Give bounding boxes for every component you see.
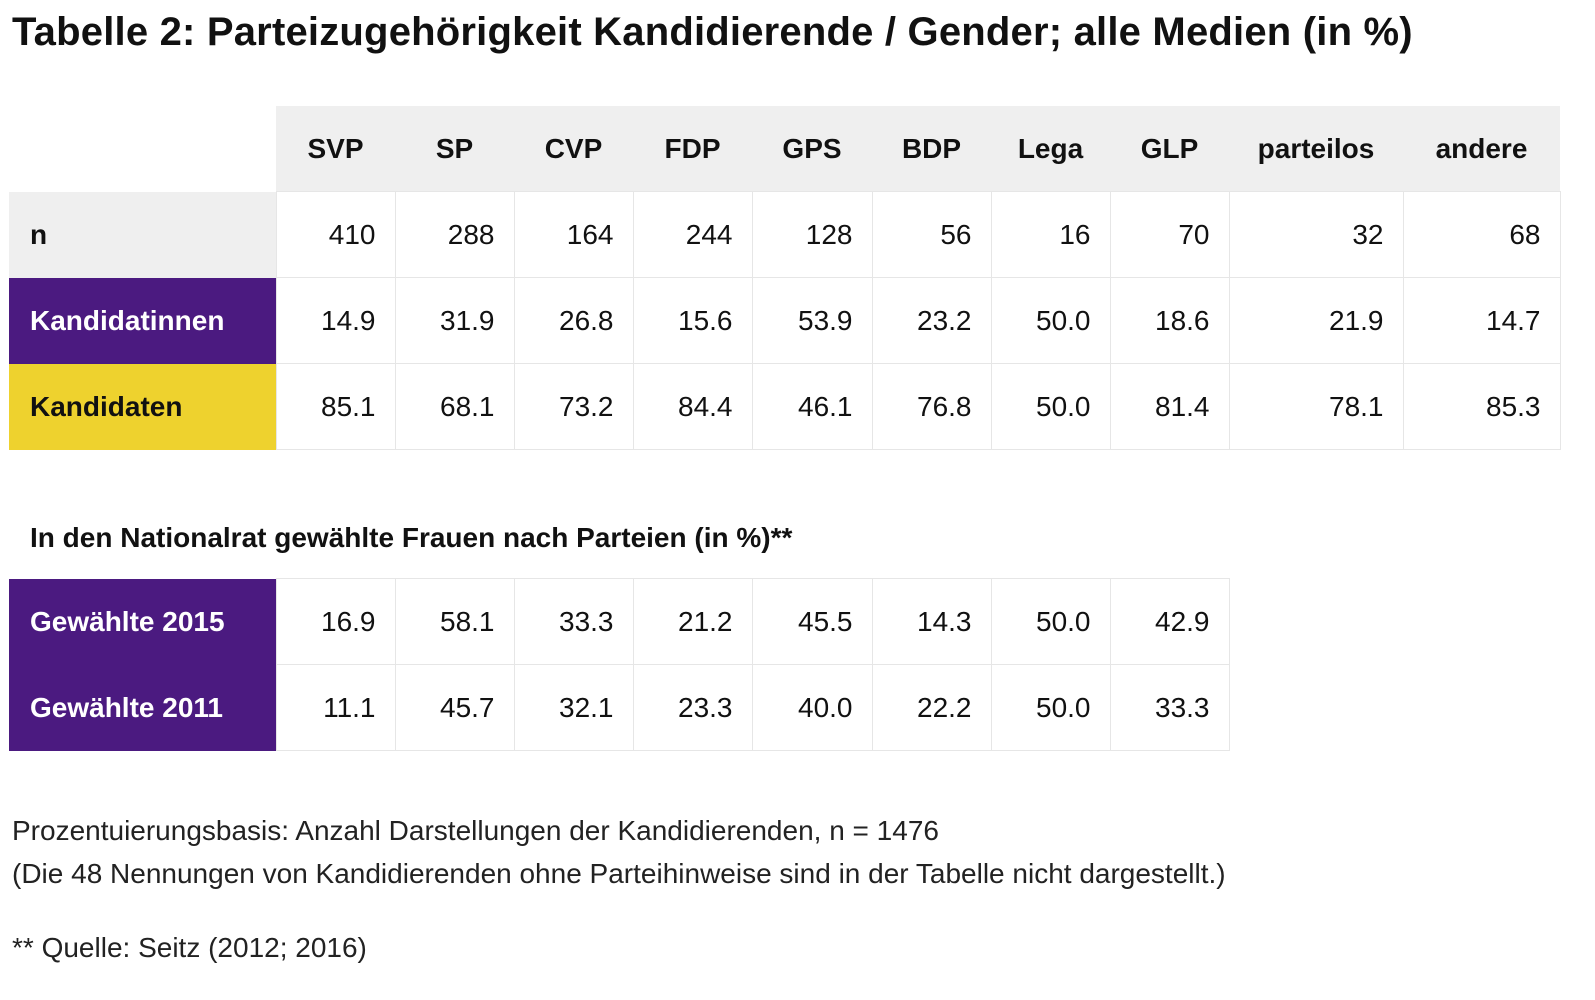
table-cell: 50.0 [990,277,1111,364]
row-label: Gewählte 2011 [9,664,276,751]
table-cell: 21.9 [1228,277,1404,364]
table-cell: 288 [394,191,515,278]
table-cell: 21.2 [632,578,753,665]
table-cell: 410 [275,191,396,278]
table-cell: 45.5 [751,578,873,665]
table-cell: 128 [751,191,873,278]
table-cell: 70 [1109,191,1230,278]
table-cell: 18.6 [1109,277,1230,364]
table-cell: 16 [990,191,1111,278]
note-source: ** Quelle: Seitz (2012; 2016) [12,932,367,963]
table-cell: 31.9 [394,277,515,364]
column-header: parteilos [1229,106,1403,192]
table-row-n: n 410 288 164 244 128 56 16 70 32 68 [9,191,1561,278]
note-exclusion: (Die 48 Nennungen von Kandidierenden ohn… [12,858,1226,889]
column-header: BDP [872,106,991,192]
table-cell: 85.3 [1402,363,1561,450]
row-label: n [9,191,276,278]
table-cell: 56 [871,191,992,278]
table-header-row: SVP SP CVP FDP GPS BDP Lega GLP parteilo… [9,106,1560,192]
table-cell: 50.0 [990,578,1111,665]
table-cell: 11.1 [275,664,396,751]
row-label: Kandidatinnen [9,277,276,364]
table-cell: 50.0 [990,664,1111,751]
table-cell: 244 [632,191,753,278]
table-cell: 16.9 [275,578,396,665]
table-row-2015: Gewählte 2015 16.9 58.1 33.3 21.2 45.5 1… [9,578,1230,665]
table-row-2011: Gewählte 2011 11.1 45.7 32.1 23.3 40.0 2… [9,664,1230,751]
column-header: andere [1403,106,1560,192]
table-cell: 78.1 [1228,363,1404,450]
table-cell: 22.2 [871,664,992,751]
table-cell: 32 [1228,191,1404,278]
table-cell: 68.1 [394,363,515,450]
table-cell: 32.1 [513,664,634,751]
row-label: Kandidaten [9,363,276,450]
table-cell: 45.7 [394,664,515,751]
table-cell: 15.6 [632,277,753,364]
table-cell: 23.2 [871,277,992,364]
table-cell: 164 [513,191,634,278]
column-header: SVP [276,106,395,192]
table-cell: 33.3 [513,578,634,665]
column-header: CVP [514,106,633,192]
table-cell: 26.8 [513,277,634,364]
section-subtitle: In den Nationalrat gewählte Frauen nach … [30,522,793,553]
column-header: SP [395,106,514,192]
table-cell: 14.7 [1402,277,1561,364]
table-cell: 68 [1402,191,1561,278]
table-cell: 42.9 [1109,578,1230,665]
table-cell: 53.9 [751,277,873,364]
table-cell: 14.3 [871,578,992,665]
note-basis: Prozentuierungsbasis: Anzahl Darstellung… [12,815,939,846]
table-cell: 33.3 [1109,664,1230,751]
table-cell: 40.0 [751,664,873,751]
table-cell: 14.9 [275,277,396,364]
table-row-kandidaten: Kandidaten 85.1 68.1 73.2 84.4 46.1 76.8… [9,363,1561,450]
table-cell: 85.1 [275,363,396,450]
page-title: Tabelle 2: Parteizugehörigkeit Kandidier… [12,10,1413,54]
elected-women-table: Gewählte 2015 16.9 58.1 33.3 21.2 45.5 1… [9,578,1230,751]
table-cell: 23.3 [632,664,753,751]
table-cell: 84.4 [632,363,753,450]
column-header: FDP [633,106,752,192]
party-gender-table: SVP SP CVP FDP GPS BDP Lega GLP parteilo… [9,106,1561,450]
column-header: GLP [1110,106,1229,192]
table-cell: 81.4 [1109,363,1230,450]
table-row-kandidatinnen: Kandidatinnen 14.9 31.9 26.8 15.6 53.9 2… [9,277,1561,364]
column-header: GPS [752,106,872,192]
table-cell: 58.1 [394,578,515,665]
row-label: Gewählte 2015 [9,578,276,665]
table-cell: 50.0 [990,363,1111,450]
table-cell: 46.1 [751,363,873,450]
column-header: Lega [991,106,1110,192]
table-cell: 76.8 [871,363,992,450]
header-corner [9,106,276,192]
table-cell: 73.2 [513,363,634,450]
